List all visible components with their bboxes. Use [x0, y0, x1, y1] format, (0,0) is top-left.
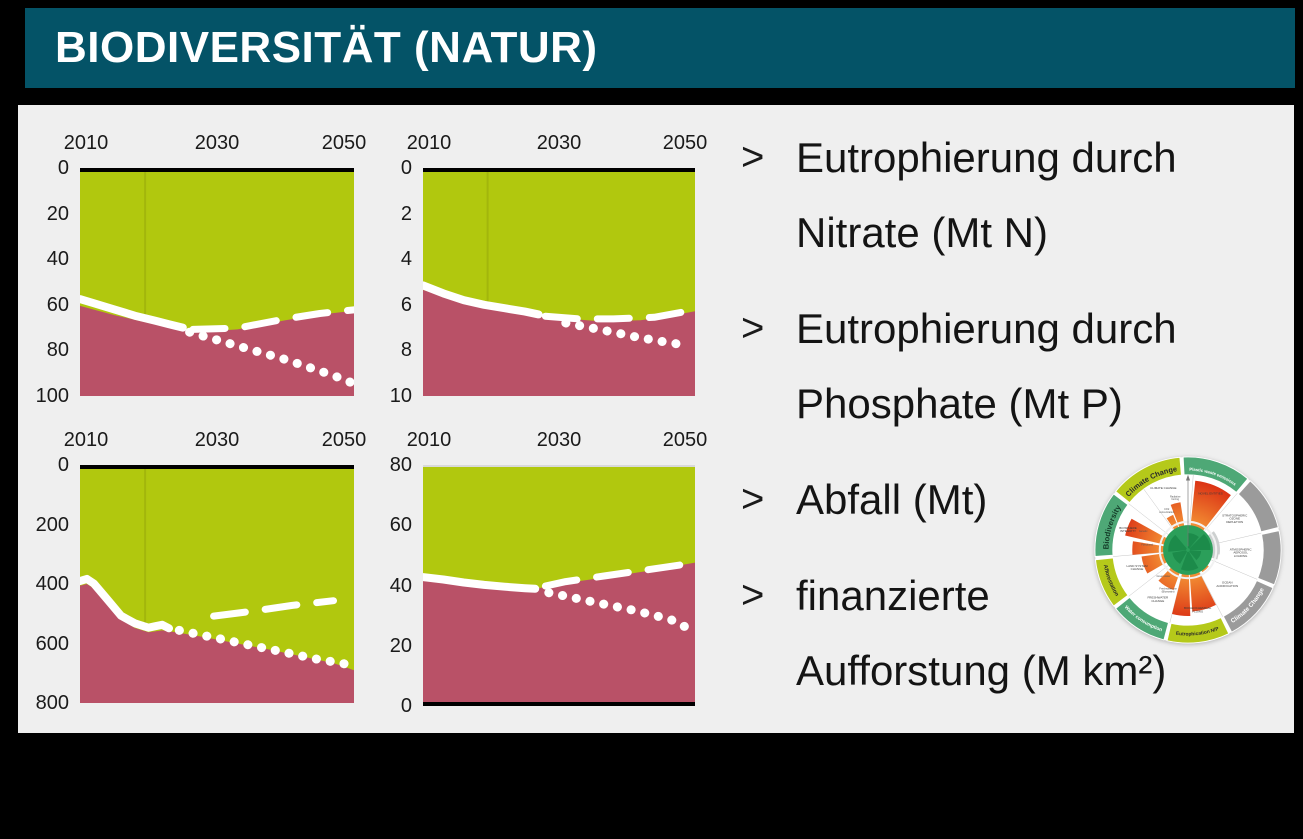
bullet-marker: >	[741, 135, 765, 179]
sector-label: FRESHWATER CHANGE	[1147, 596, 1168, 603]
sector-label: Functional	[1141, 544, 1153, 547]
header-bar: BIODIVERSITÄT (NATUR)	[25, 8, 1295, 88]
bullet-item-nitrate: > Eutrophierung durch Nitrate (Mt N)	[741, 120, 1301, 270]
bullet-marker: >	[741, 573, 765, 617]
bullet-line: Nitrate (Mt N)	[796, 209, 1048, 256]
bullet-item-aufforstung: > finanzierte Aufforstung (M km²)	[741, 558, 1301, 708]
page-title: BIODIVERSITÄT (NATUR)	[55, 23, 598, 72]
boundary-wedge	[1132, 541, 1186, 555]
bullet-marker: >	[741, 306, 765, 350]
planetary-boundaries-wheel: Plastic waste emissions Climate Change Eut…	[1094, 456, 1282, 644]
bullet-line: finanzierte	[796, 572, 990, 619]
sector-label: BIOGEOCHEMICAL FLOWS	[1184, 606, 1212, 613]
bullet-line: Eutrophierung durch	[796, 305, 1177, 352]
bullet-marker: >	[741, 477, 765, 521]
sector-label: Freshwater use (Bluewater)	[1159, 587, 1177, 593]
bullet-item-phosphate: > Eutrophierung durch Phosphate (Mt P)	[741, 291, 1301, 441]
bullet-line: Abfall (Mt)	[796, 476, 988, 523]
sector-label: CO2 concentration	[1159, 508, 1175, 514]
sector-label: STRATOSPHERIC OZONE DEPLETION	[1222, 513, 1248, 524]
sector-label: OCEAN ACIDIFICATION	[1216, 581, 1238, 588]
sector-label: CLIMATE CHANGE	[1150, 486, 1176, 490]
sector-label: BIOSPHERE INTEGRITY	[1119, 526, 1137, 533]
sector-label: Radiative forcing	[1170, 495, 1181, 501]
bullet-line: Phosphate (Mt P)	[796, 380, 1123, 427]
north-arrow	[1185, 474, 1191, 481]
sector-label: ATMOSPHERIC AEROSOL LOADING	[1230, 547, 1253, 558]
sector-label: Genetic	[1139, 530, 1148, 533]
bullet-item-abfall: > Abfall (Mt)	[741, 462, 1301, 537]
bullet-list: > Eutrophierung durch Nitrate (Mt N) > E…	[741, 120, 1301, 729]
sector-label: LAND SYSTEM CHANGE	[1126, 564, 1148, 571]
sector-label: NOVEL ENTITIES	[1198, 491, 1222, 495]
bullet-line: Eutrophierung durch	[796, 134, 1177, 181]
bullet-line: Aufforstung (M km²)	[796, 647, 1167, 694]
sector-label: Green water	[1157, 575, 1171, 578]
